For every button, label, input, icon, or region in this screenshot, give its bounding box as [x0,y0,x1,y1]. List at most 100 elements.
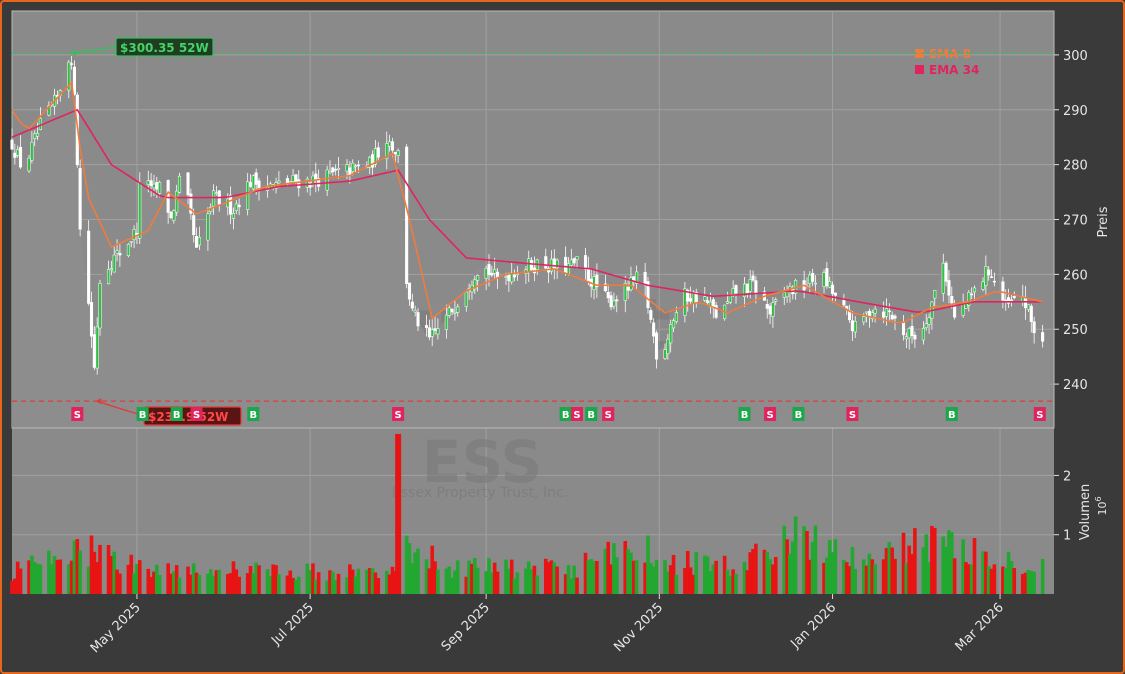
volume-bar [251,573,256,594]
volume-bar [424,559,429,594]
price-axis-title: Preis [1096,206,1111,237]
volume-bar [944,546,948,594]
volume-bar [86,566,91,594]
candle-body [615,299,619,302]
candle-body [853,320,857,333]
candle-body [371,154,375,168]
candle-body [334,169,338,171]
signal-marker-sell [764,407,777,421]
candle-body [754,280,758,295]
candle-body [416,312,420,327]
volume-bar [492,562,497,594]
volume-bar [237,576,241,594]
volume-bar [277,574,281,594]
candle-body [493,269,497,274]
candle-body [833,292,837,296]
candle-body [126,243,130,257]
volume-bar [663,560,667,594]
candle-body [214,192,218,194]
candle-body [830,284,835,294]
candle-body [212,190,216,207]
candle-body [118,253,122,256]
volume-bar [555,566,559,594]
volume-bar [683,568,687,594]
volume-bar [992,564,997,594]
volume-bar [881,559,886,594]
volume-bar [961,539,965,594]
volume-bar [467,560,471,594]
candle-body [177,175,182,193]
candle-body [683,288,687,316]
volume-bar [52,556,57,594]
volume-bar [731,569,735,594]
volume-bar [603,548,608,594]
candle-body [904,336,908,340]
signal-marker-buy [136,407,149,421]
volume-bar [984,551,988,594]
candle-body [484,267,488,279]
volume-bar [32,561,37,594]
volume-bar [285,575,290,594]
candle-body [649,310,653,320]
candle-body [297,179,301,189]
volume-bar [785,539,789,594]
volume-bar [10,580,14,594]
candle-body [106,269,111,285]
candle-body [87,230,91,304]
volume-bar [231,561,236,594]
candle-body [850,320,854,332]
volume-bar [941,536,946,594]
candle-body [1009,299,1013,302]
candle-body [490,272,494,276]
candle-body [112,254,116,273]
volume-bar [626,548,630,594]
volume-bar [453,570,457,594]
volume-bar [586,560,591,594]
candle-body [70,63,74,65]
signal-marker-buy [792,407,805,421]
volume-bar [788,553,792,594]
signal-label: S [395,410,402,421]
candle-body [427,327,431,338]
candle-body [197,237,201,246]
volume-bar [685,550,690,594]
volume-bar [345,577,349,594]
volume-bar [668,565,673,594]
volume-bar [137,560,142,594]
x-tick-label: Nov 2025 [611,600,666,655]
volume-bar [484,571,488,594]
candle-body [981,281,985,290]
candle-body [689,298,693,302]
candle-body [413,310,417,313]
volume-bar [734,573,738,594]
candle-body [530,260,534,270]
candle-body [603,283,607,292]
candle-body [569,259,573,266]
volume-bar [455,560,460,594]
volume-bar [609,564,613,594]
x-tick-label: Mar 2026 [953,600,1007,654]
volume-bar [927,562,931,594]
candle-body [870,312,874,319]
candle-body [98,283,102,329]
candle-body [464,291,468,307]
volume-bar [592,561,596,594]
candle-body [901,321,906,336]
candle-body [331,167,335,173]
volume-bar [930,525,934,594]
volume-bar [702,555,707,594]
volume-bar [873,564,877,594]
candle-body [410,301,414,309]
week52-pointer [70,46,117,54]
volume-bar [186,566,190,594]
volume-bar [864,565,869,594]
volume-bar [214,570,219,594]
signal-marker-buy [247,407,260,421]
signal-label: B [562,410,570,421]
volume-bar [472,557,477,594]
volume-bar [649,562,653,594]
volume-bar [370,568,375,594]
volume-bar [336,573,341,594]
signal-marker-sell [846,407,859,421]
